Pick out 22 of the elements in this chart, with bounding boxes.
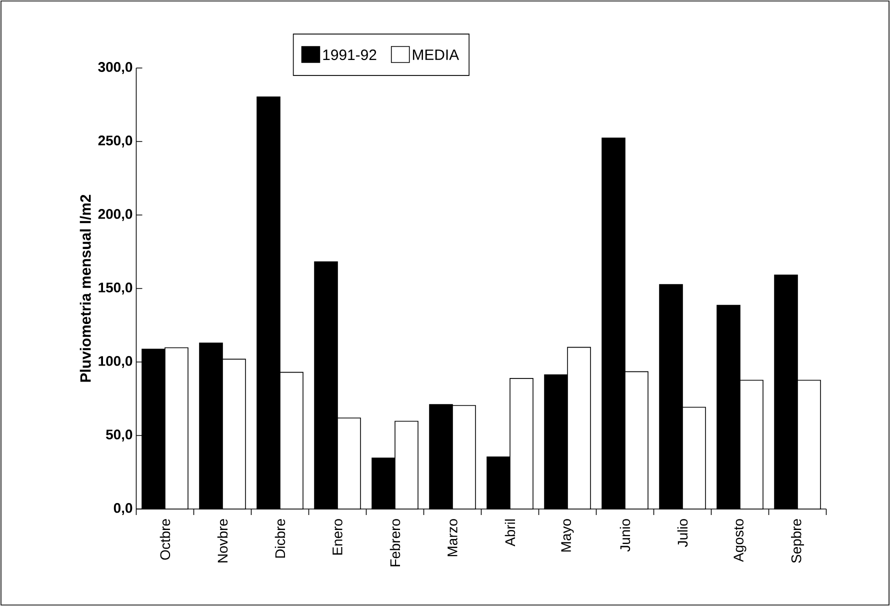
x-tick-label: Agosto (734, 519, 746, 562)
x-tick-label: Abril (504, 519, 516, 546)
y-tick-label: 200,0 (98, 209, 132, 221)
y-tick-label: 0,0 (114, 503, 132, 515)
y-tick-label: 50,0 (106, 430, 132, 442)
legend-label: MEDIA (412, 50, 460, 60)
x-tick-label: Dicbre (274, 519, 286, 558)
x-tick-label: Junio (620, 519, 630, 552)
y-tick-label: 300,0 (98, 62, 132, 74)
y-tick-label: 150,0 (98, 282, 132, 294)
x-tick-label: Marzo (448, 519, 458, 556)
x-tick-label: Febrero (390, 519, 400, 566)
legend-label: 1991-92 (323, 50, 376, 60)
x-tick-label: Mayo (561, 519, 574, 552)
x-tick-label: Julio (677, 519, 688, 547)
x-tick-label: Enero (332, 519, 342, 555)
y-tick-label: 100,0 (98, 356, 132, 368)
x-tick-label: Novbre (217, 519, 228, 562)
x-tick-label: Sepbre (791, 519, 804, 563)
y-axis-title: Pluviometria mensual l/m2 (80, 194, 91, 382)
x-tick-label: Octbre (160, 519, 170, 560)
y-tick-label: 250,0 (98, 136, 132, 148)
